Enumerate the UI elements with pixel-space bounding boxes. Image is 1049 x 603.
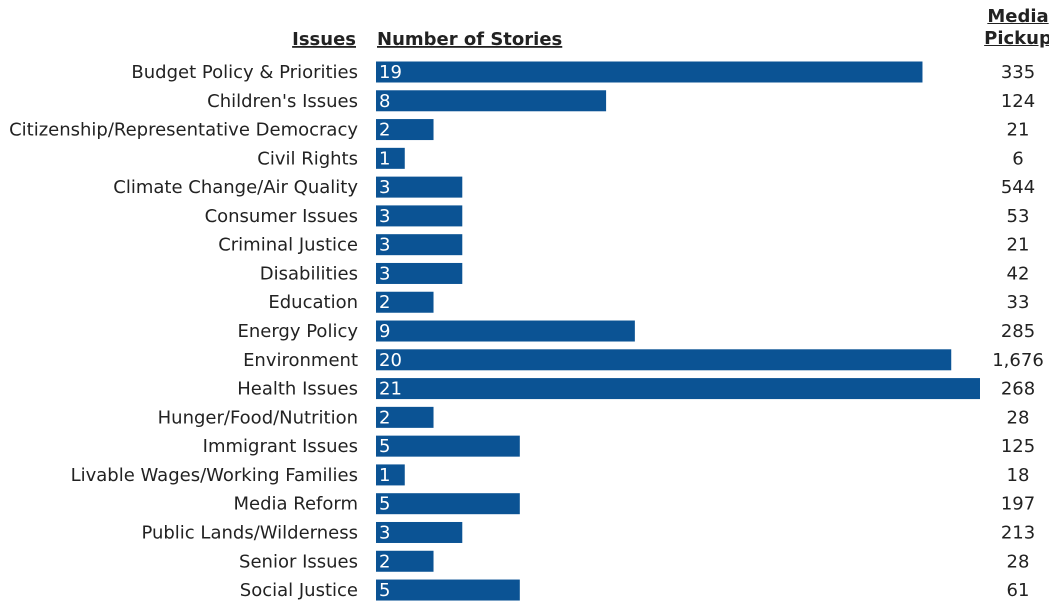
category-label: Budget Policy & Priorities: [131, 62, 358, 83]
bar: [376, 119, 434, 141]
bar-value-label: 5: [379, 580, 390, 601]
category-label: Senior Issues: [239, 551, 358, 572]
category-label: Education: [268, 292, 358, 313]
bar: [376, 90, 607, 112]
bar: [376, 320, 635, 342]
media-pickup-value: 53: [1007, 206, 1030, 227]
media-pickup-value: 28: [1007, 551, 1030, 572]
bar-value-label: 1: [379, 148, 390, 169]
bar: [376, 464, 405, 486]
media-pickup-value: 1,676: [992, 350, 1044, 371]
category-label: Public Lands/Wilderness: [141, 522, 358, 543]
bar: [376, 579, 520, 601]
bar: [376, 493, 520, 515]
category-label: Disabilities: [260, 263, 358, 284]
category-label: Livable Wages/Working Families: [71, 465, 358, 486]
bar: [376, 234, 463, 256]
bar-value-label: 3: [379, 206, 390, 227]
bar: [376, 521, 463, 543]
bar-value-label: 20: [379, 350, 402, 371]
bar-value-label: 2: [379, 407, 390, 428]
category-label: Climate Change/Air Quality: [113, 177, 358, 198]
category-label: Social Justice: [240, 580, 358, 601]
category-label: Civil Rights: [257, 148, 358, 169]
bar: [376, 205, 463, 227]
bar: [376, 550, 434, 572]
bar: [376, 291, 434, 313]
bar-value-label: 19: [379, 62, 402, 83]
media-pickup-value: 42: [1007, 263, 1030, 284]
category-header: Issues: [292, 29, 356, 50]
media-pickup-value: 33: [1007, 292, 1030, 313]
category-label: Consumer Issues: [205, 206, 358, 227]
bar: [376, 176, 463, 198]
category-label: Children's Issues: [207, 91, 358, 112]
media-pickup-value: 21: [1007, 120, 1030, 141]
bar: [376, 61, 923, 83]
bar-value-label: 2: [379, 551, 390, 572]
media-pickup-value: 21: [1007, 235, 1030, 256]
bar: [376, 378, 980, 400]
media-pickup-header: Media Pickup: [984, 6, 1049, 49]
media-pickup-value: 28: [1007, 407, 1030, 428]
media-pickup-value: 213: [1001, 522, 1035, 543]
bar-value-label: 3: [379, 522, 390, 543]
bar: [376, 147, 405, 169]
category-label: Immigrant Issues: [203, 436, 358, 457]
bar-value-label: 3: [379, 235, 390, 256]
bar-value-label: 2: [379, 292, 390, 313]
bar: [376, 262, 463, 284]
media-pickup-value: 335: [1001, 62, 1035, 83]
media-pickup-value: 268: [1001, 379, 1035, 400]
media-pickup-value: 125: [1001, 436, 1035, 457]
category-label: Environment: [243, 350, 358, 371]
bar-value-label: 2: [379, 120, 390, 141]
category-label: Health Issues: [237, 379, 358, 400]
bar-value-label: 21: [379, 379, 402, 400]
media-pickup-value: 124: [1001, 91, 1035, 112]
bar: [376, 349, 952, 371]
media-pickup-value: 18: [1007, 465, 1030, 486]
bar-value-label: 3: [379, 263, 390, 284]
category-label: Energy Policy: [237, 321, 358, 342]
bar-value-label: 1: [379, 465, 390, 486]
media-pickup-value: 61: [1007, 580, 1030, 601]
category-label: Criminal Justice: [218, 235, 358, 256]
category-label: Hunger/Food/Nutrition: [158, 407, 358, 428]
bar-value-label: 5: [379, 494, 390, 515]
bar-value-label: 8: [379, 91, 390, 112]
value-header: Number of Stories: [377, 29, 562, 50]
bar-value-label: 5: [379, 436, 390, 457]
category-label: Citizenship/Representative Democracy: [9, 120, 358, 141]
media-pickup-value: 285: [1001, 321, 1035, 342]
media-pickup-value: 544: [1001, 177, 1035, 198]
media-pickup-value: 6: [1012, 148, 1023, 169]
category-label: Media Reform: [233, 494, 358, 515]
bar: [376, 435, 520, 457]
bar-value-label: 3: [379, 177, 390, 198]
media-pickup-value: 197: [1001, 494, 1035, 515]
bar-value-label: 9: [379, 321, 390, 342]
bar: [376, 406, 434, 428]
